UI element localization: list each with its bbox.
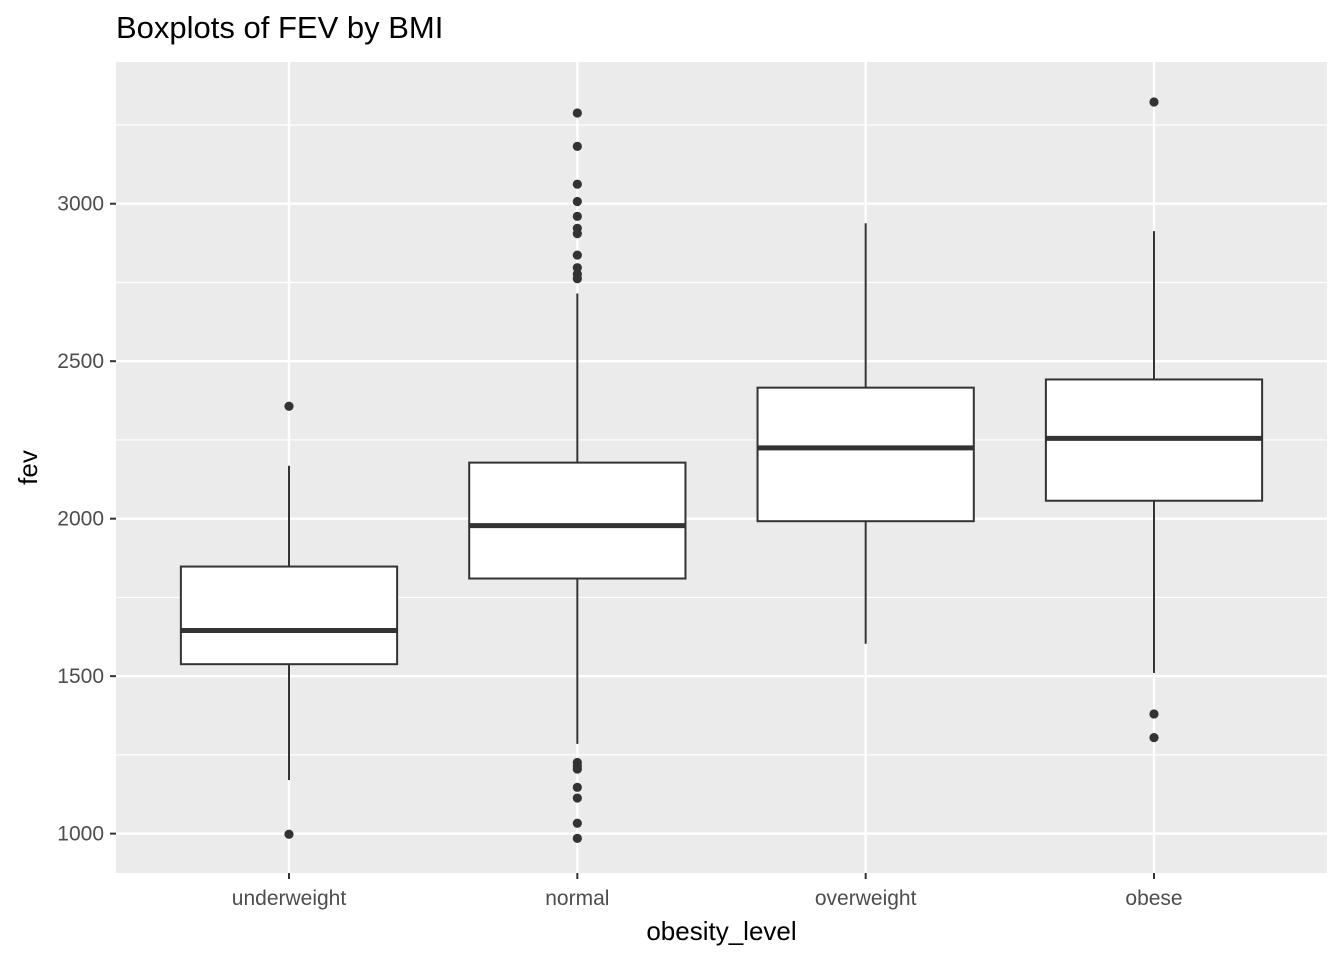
outlier-point <box>572 818 582 828</box>
outlier-point <box>572 764 582 774</box>
outlier-point <box>1149 709 1159 719</box>
y-tick-label: 3000 <box>57 193 104 216</box>
y-tick-label: 1500 <box>57 665 104 688</box>
y-tick-label: 2500 <box>57 350 104 373</box>
outlier-point <box>1149 97 1159 107</box>
outlier-point <box>572 274 582 284</box>
outlier-point <box>572 108 582 118</box>
x-tick-label: obese <box>1125 887 1182 910</box>
outlier-point <box>572 229 582 239</box>
x-tick-label: normal <box>545 887 609 910</box>
outlier-point <box>1149 732 1159 743</box>
outlier-point <box>284 401 294 411</box>
chart-title: Boxplots of FEV by BMI <box>116 10 444 45</box>
outlier-point <box>572 793 582 803</box>
x-tick-label: overweight <box>815 887 917 910</box>
outlier-point <box>572 211 582 221</box>
x-axis-title: obesity_level <box>646 916 796 946</box>
outlier-point <box>572 179 582 189</box>
box-underweight <box>179 565 399 666</box>
outlier-point <box>572 782 582 792</box>
y-tick-label: 2000 <box>57 508 104 531</box>
box-overweight <box>756 386 975 523</box>
y-tick-label: 1000 <box>57 823 104 846</box>
outlier-point <box>572 250 582 260</box>
outlier-point <box>572 141 582 152</box>
outlier-point <box>284 829 294 839</box>
y-axis-title: fev <box>13 450 43 485</box>
box-normal <box>468 461 687 580</box>
x-tick-label: underweight <box>232 887 347 910</box>
outlier-point <box>572 263 582 273</box>
outlier-point <box>572 833 582 843</box>
outlier-point <box>572 196 582 207</box>
